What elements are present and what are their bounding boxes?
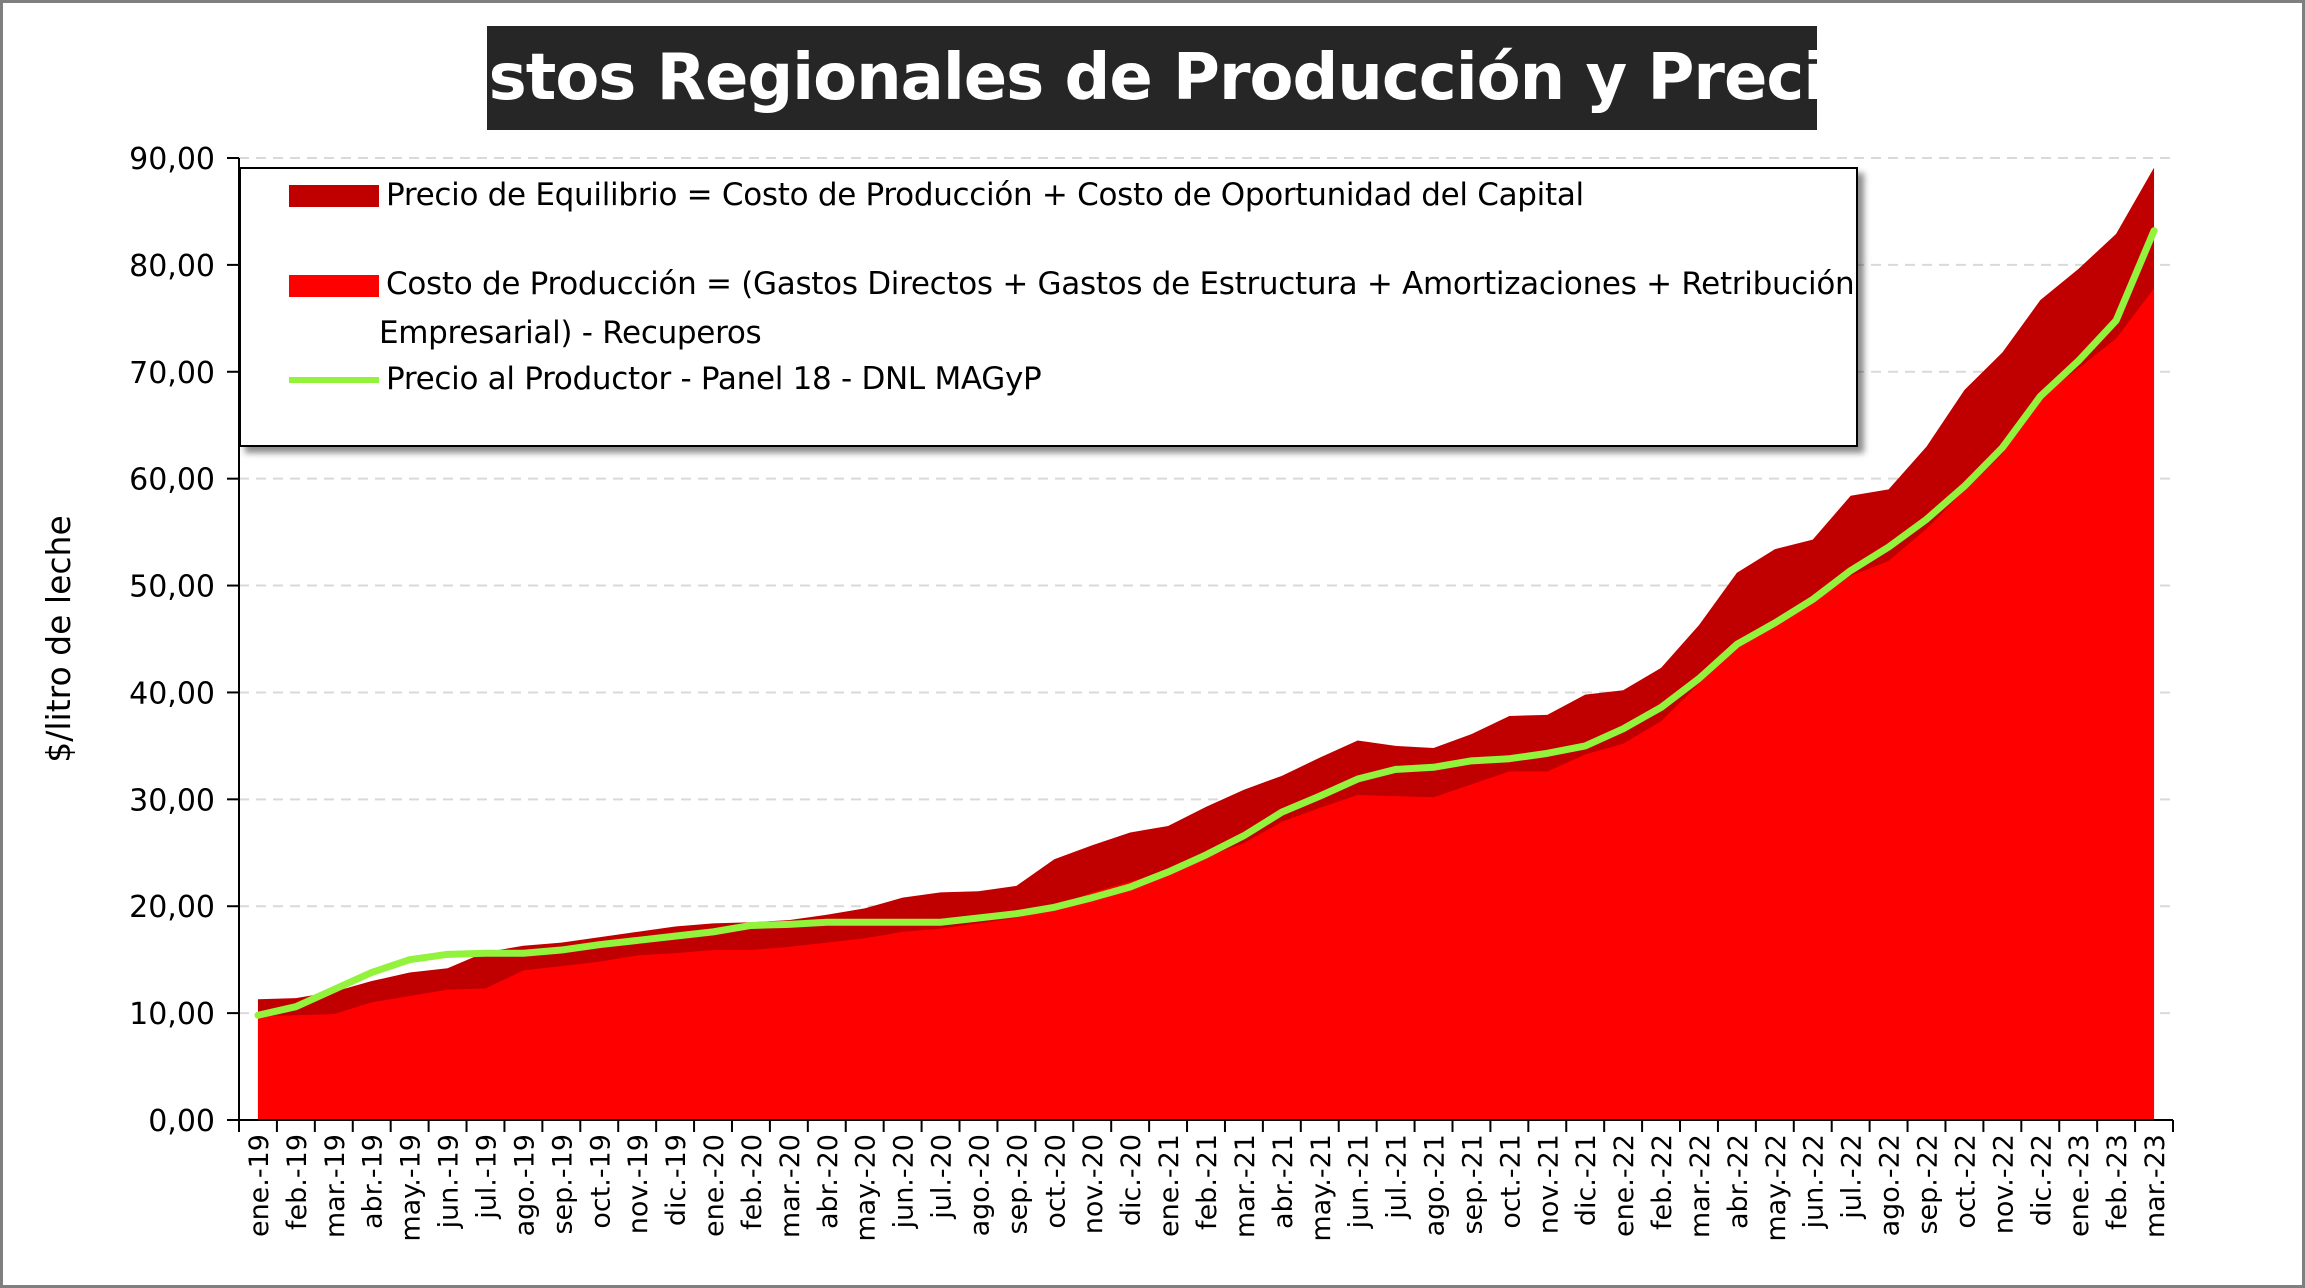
y-tick-label: 80,00 — [129, 249, 215, 284]
x-tick-label: ago.-19 — [509, 1134, 540, 1236]
x-tick-label: jul.-22 — [1837, 1134, 1868, 1220]
x-tick-label: abr.-20 — [813, 1134, 844, 1229]
legend-label-producer-price: Precio al Productor - Panel 18 - DNL MAG… — [386, 361, 1042, 397]
x-tick-label: ene.-19 — [244, 1134, 275, 1237]
x-tick-label: mar.-22 — [1685, 1134, 1716, 1238]
y-tick-label: 70,00 — [129, 356, 215, 391]
x-tick-label: nov.-20 — [1078, 1134, 1109, 1234]
x-tick-label: abr.-22 — [1723, 1134, 1754, 1229]
chart-title-box: Costos Regionales de Producción y Precio… — [400, 26, 1905, 130]
x-tick-label: mar.-23 — [2140, 1134, 2171, 1238]
x-tick-label: sep.-21 — [1457, 1134, 1488, 1235]
area-production-cost — [257, 288, 2155, 1121]
x-tick-label: dic.-21 — [1571, 1134, 1602, 1226]
legend-label-production-cost-line1: Costo de Producción = (Gastos Directos +… — [386, 266, 1855, 302]
legend-swatch-producer-price — [289, 377, 379, 383]
x-tick-label: jun.-19 — [434, 1134, 465, 1229]
x-tick-label: dic.-19 — [661, 1134, 692, 1226]
x-tick-label: jul.-20 — [927, 1134, 958, 1220]
x-tick-label: mar.-19 — [320, 1134, 351, 1238]
x-tick-label: may.-19 — [396, 1134, 427, 1242]
x-tick-label: jul.-21 — [1382, 1134, 1413, 1220]
x-tick-label: oct.-22 — [1950, 1134, 1981, 1229]
x-tick-label: feb.-23 — [2102, 1134, 2133, 1230]
x-tick-label: may.-20 — [851, 1134, 882, 1242]
legend-swatch-production-cost — [289, 275, 379, 297]
x-tick-label: feb.-20 — [737, 1134, 768, 1230]
y-tick-label: 30,00 — [129, 783, 215, 818]
y-axis-title: $/litro de leche — [39, 515, 78, 762]
x-tick-label: oct.-21 — [1495, 1134, 1526, 1229]
x-tick-label: jun.-20 — [889, 1134, 920, 1229]
x-tick-label: dic.-22 — [2026, 1134, 2057, 1226]
x-tick-label: sep.-19 — [547, 1134, 578, 1235]
x-tick-label: ago.-22 — [1875, 1134, 1906, 1236]
x-tick-label: feb.-19 — [282, 1134, 313, 1230]
x-tick-label: ene.-22 — [1609, 1134, 1640, 1237]
y-tick-label: 60,00 — [129, 463, 215, 498]
x-tick-label: nov.-19 — [623, 1134, 654, 1234]
x-tick-label: ago.-21 — [1420, 1134, 1451, 1236]
x-tick-label: ene.-21 — [1154, 1134, 1185, 1237]
chart-title: Costos Regionales de Producción y Precio… — [399, 41, 1906, 115]
y-tick-label: 50,00 — [129, 570, 215, 605]
x-tick-label: ene.-23 — [2064, 1134, 2095, 1237]
x-tick-label: mar.-21 — [1230, 1134, 1261, 1238]
legend-label-equilibrium: Precio de Equilibrio = Costo de Producci… — [386, 177, 1584, 213]
x-tick-label: oct.-19 — [585, 1134, 616, 1229]
x-tick-label: may.-21 — [1306, 1134, 1337, 1242]
x-tick-label: feb.-22 — [1647, 1134, 1678, 1230]
x-tick-label: abr.-19 — [358, 1134, 389, 1229]
y-tick-label: 90,00 — [129, 142, 215, 177]
x-tick-label: oct.-20 — [1040, 1134, 1071, 1229]
legend: Precio de Equilibrio = Costo de Producci… — [239, 167, 1858, 447]
x-tick-label: dic.-20 — [1116, 1134, 1147, 1226]
x-tick-label: feb.-21 — [1192, 1134, 1223, 1230]
x-tick-label: sep.-22 — [1913, 1134, 1944, 1235]
x-tick-label: sep.-20 — [1002, 1134, 1033, 1235]
x-tick-label: jul.-19 — [471, 1134, 502, 1220]
legend-swatch-equilibrium — [289, 185, 379, 207]
x-tick-label: ene.-20 — [699, 1134, 730, 1237]
x-tick-label: mar.-20 — [775, 1134, 806, 1238]
x-tick-label: jun.-21 — [1344, 1134, 1375, 1229]
x-tick-label: ago.-20 — [964, 1134, 995, 1236]
line-producer-price — [254, 227, 2158, 1019]
x-tick-label: jun.-22 — [1799, 1134, 1830, 1229]
y-tick-label: 0,00 — [148, 1104, 215, 1139]
y-tick-label: 20,00 — [129, 890, 215, 925]
x-tick-label: abr.-21 — [1268, 1134, 1299, 1229]
y-tick-label: 10,00 — [129, 997, 215, 1032]
x-tick-label: nov.-21 — [1533, 1134, 1564, 1234]
x-tick-label: nov.-22 — [1988, 1134, 2019, 1234]
y-tick-label: 40,00 — [129, 676, 215, 711]
x-tick-label: may.-22 — [1761, 1134, 1792, 1242]
legend-label-production-cost-line2: Empresarial) - Recuperos — [379, 315, 762, 351]
